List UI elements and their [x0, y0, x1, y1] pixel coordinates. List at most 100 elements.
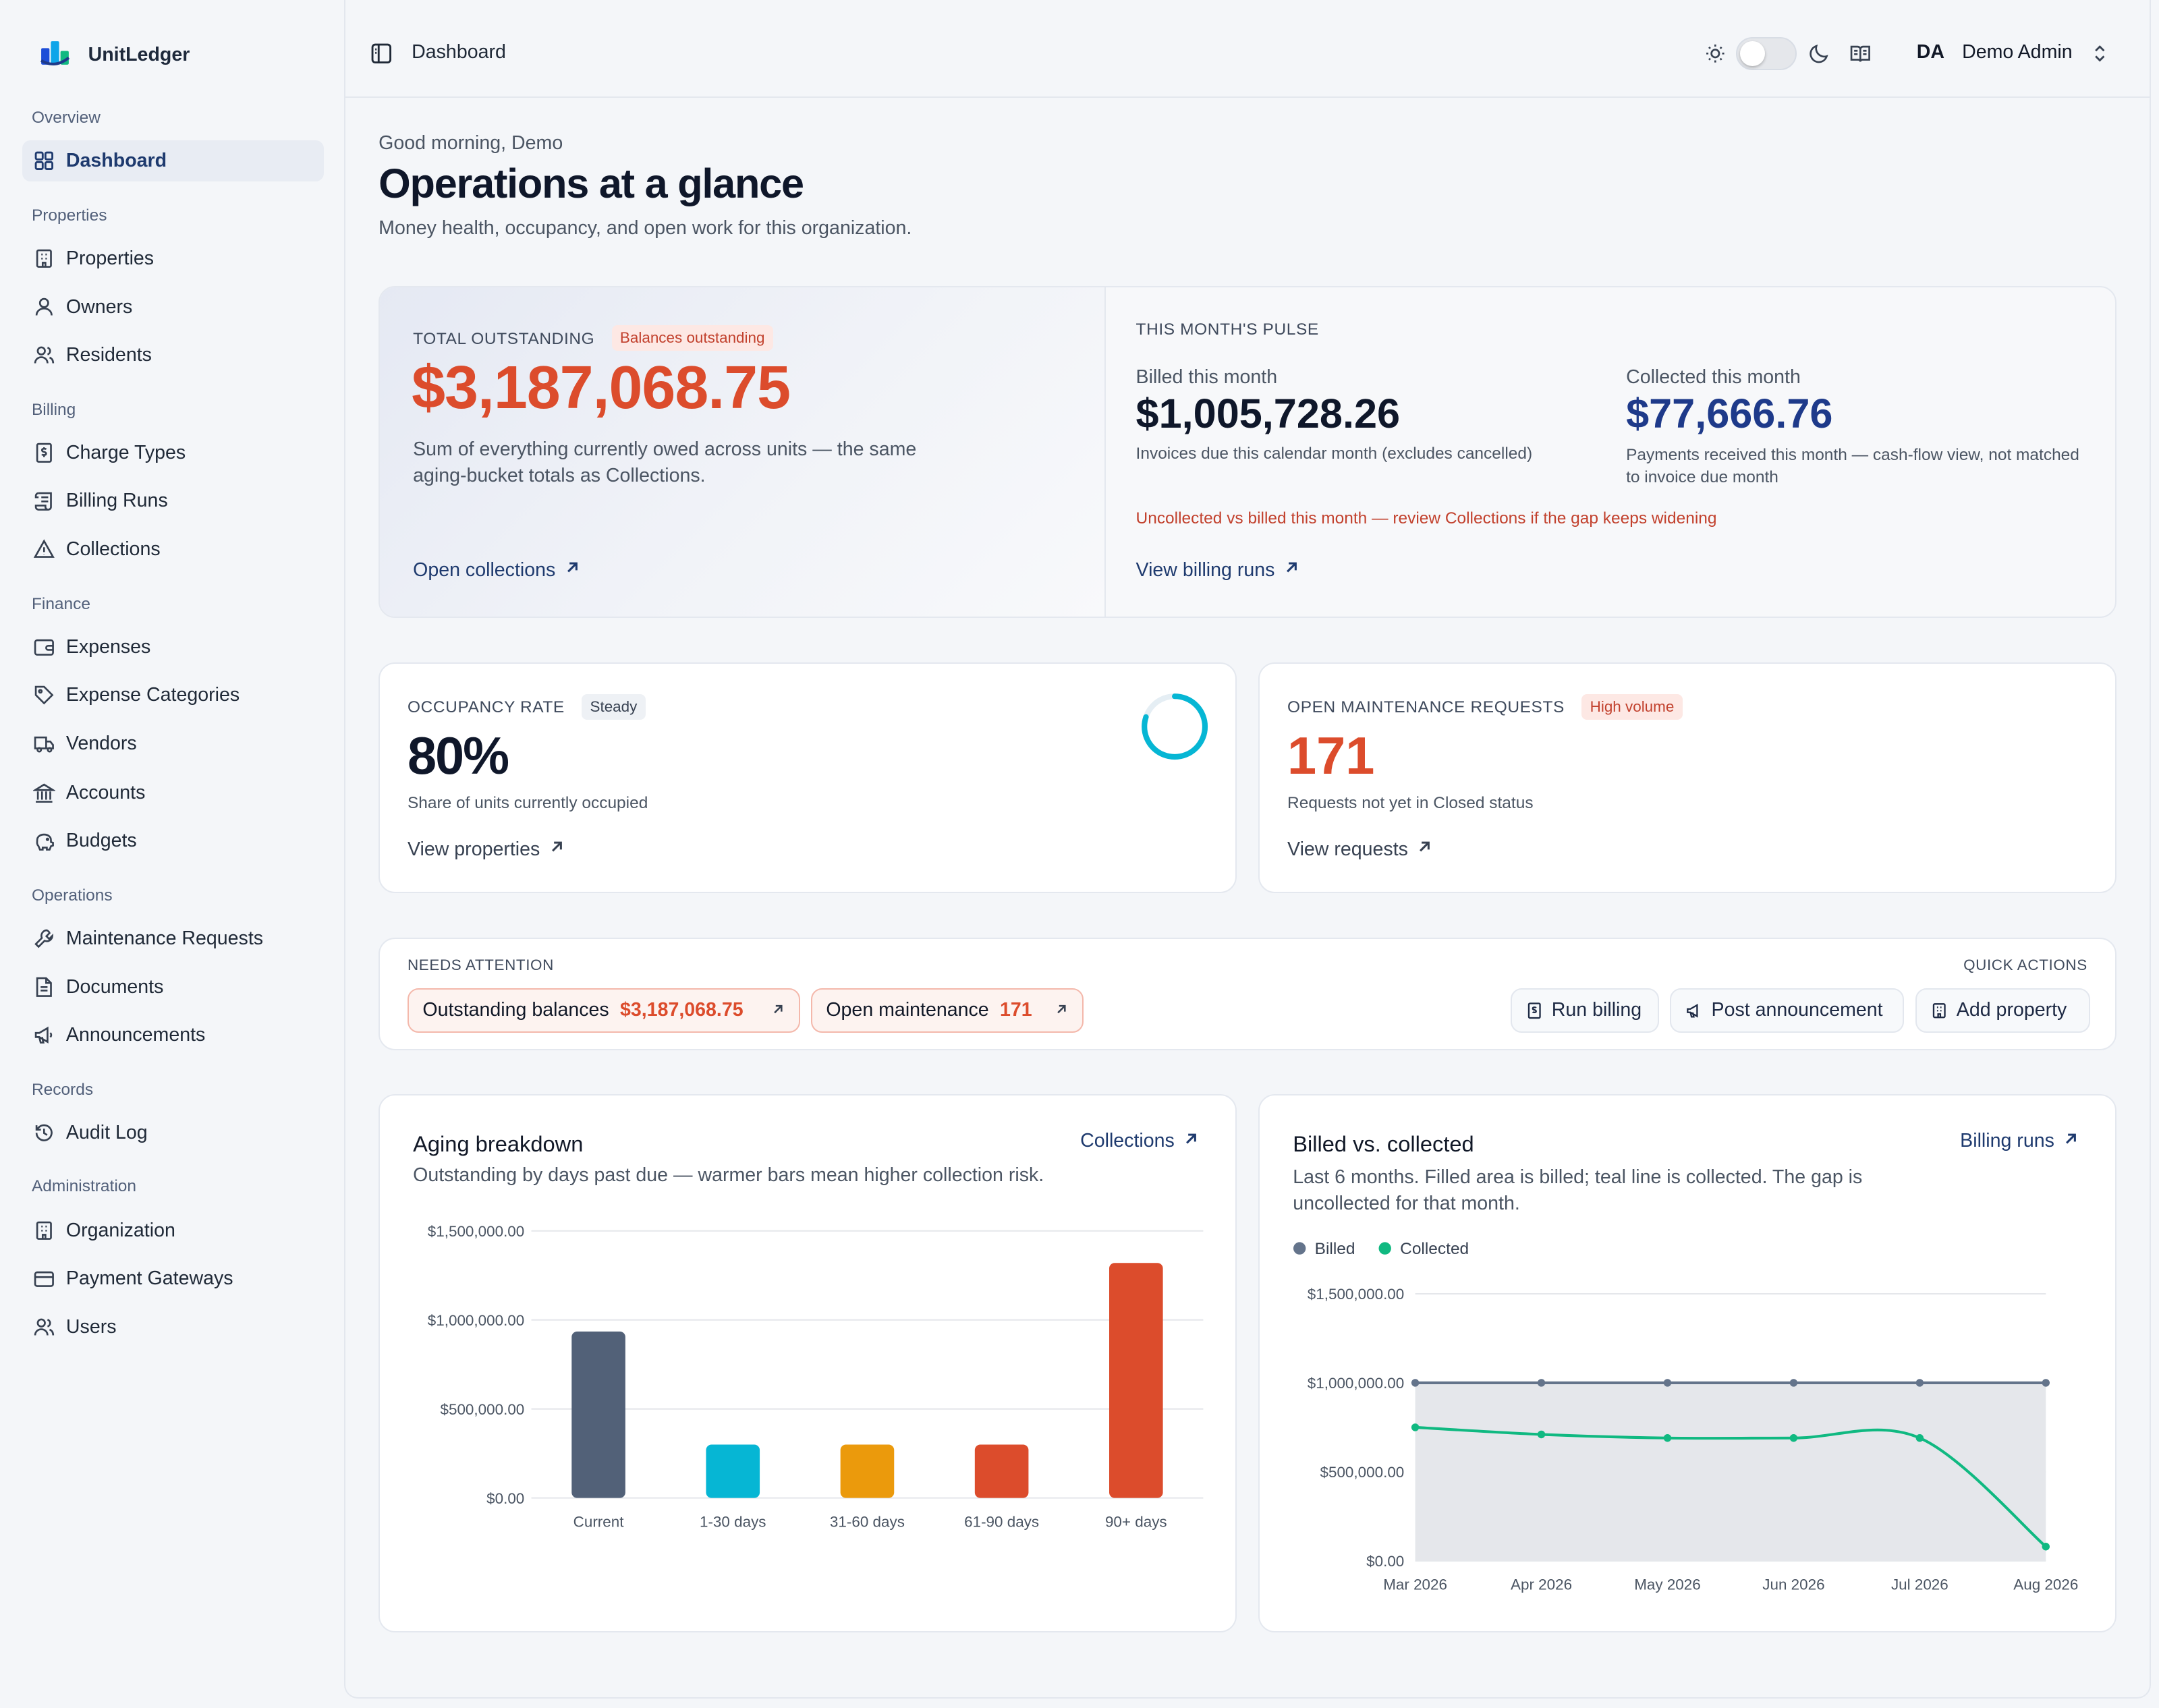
- aging-subtitle: Outstanding by days past due — warmer ba…: [413, 1164, 1044, 1187]
- link-label: Collections: [1080, 1130, 1175, 1152]
- view-properties-link[interactable]: View properties: [408, 838, 565, 861]
- sidebar-item-accounts[interactable]: Accounts: [22, 772, 324, 814]
- moon-icon: [1808, 42, 1830, 70]
- add-property-button[interactable]: Add property: [1915, 988, 2090, 1033]
- y-tick-label: $500,000.00: [441, 1401, 525, 1418]
- brand-name: UnitLedger: [88, 44, 190, 66]
- greeting: Good morning, Demo: [378, 132, 563, 154]
- chevron-up-down-icon[interactable]: [2090, 42, 2110, 70]
- user-icon: [33, 296, 55, 318]
- x-tick-label: 31-60 days: [830, 1513, 905, 1530]
- page-title: Dashboard: [412, 41, 506, 63]
- maintenance-value: 171: [1287, 727, 1375, 786]
- credit-card-icon: [33, 1268, 55, 1290]
- building-icon: [33, 1220, 55, 1242]
- topbar: Dashboard DA Demo Admin: [345, 0, 2150, 98]
- collected-label: Collected this month: [1626, 366, 1801, 388]
- status-badge: High volume: [1581, 693, 1683, 720]
- status-badge: Steady: [582, 693, 646, 720]
- brand[interactable]: UnitLedger: [38, 36, 190, 74]
- post-announcement-button[interactable]: Post announcement: [1670, 988, 1905, 1033]
- sidebar-item-announcements[interactable]: Announcements: [22, 1015, 324, 1056]
- link-label: View properties: [407, 838, 540, 860]
- collected-value: $77,666.76: [1626, 390, 1833, 436]
- outstanding-caption-row: TOTAL OUTSTANDING Balances outstanding: [413, 324, 773, 351]
- theme-toggle[interactable]: [1736, 37, 1797, 71]
- aging-title: Aging breakdown: [413, 1131, 584, 1157]
- sidebar-item-collections[interactable]: Collections: [22, 529, 324, 570]
- billed-point: [1789, 1379, 1798, 1387]
- sidebar-item-label: Expenses: [65, 635, 151, 658]
- sidebar-toggle-icon[interactable]: [370, 42, 393, 70]
- maintenance-caption: OPEN MAINTENANCE REQUESTS: [1287, 698, 1565, 717]
- sidebar-item-organization[interactable]: Organization: [22, 1210, 324, 1251]
- x-tick-label: 61-90 days: [964, 1513, 1039, 1530]
- bar: [1109, 1262, 1163, 1498]
- uncollected-warning: Uncollected vs billed this month — revie…: [1135, 509, 1717, 528]
- billing-runs-link[interactable]: Billing runs: [1960, 1130, 2079, 1152]
- y-tick-label: $1,500,000.00: [428, 1223, 525, 1240]
- open-collections-link[interactable]: Open collections: [413, 559, 580, 581]
- nav-group-overview: Overview: [31, 109, 101, 127]
- collected-point: [1789, 1434, 1798, 1442]
- sidebar-item-billing-runs[interactable]: Billing Runs: [22, 480, 324, 521]
- avatar[interactable]: DA: [1916, 41, 1944, 63]
- y-tick-label: $1,500,000.00: [1308, 1286, 1404, 1303]
- pill-label: Open maintenance: [826, 999, 989, 1021]
- sidebar-item-maintenance-requests[interactable]: Maintenance Requests: [22, 918, 324, 959]
- run-billing-button[interactable]: Run billing: [1510, 988, 1660, 1033]
- sidebar-item-dashboard[interactable]: Dashboard: [22, 140, 324, 182]
- sidebar-item-charge-types[interactable]: Charge Types: [22, 432, 324, 474]
- sidebar-item-vendors[interactable]: Vendors: [22, 722, 324, 764]
- tag-icon: [33, 684, 55, 706]
- book-icon[interactable]: [1849, 42, 1872, 70]
- link-label: View billing runs: [1135, 559, 1275, 581]
- status-badge: Balances outstanding: [611, 324, 773, 351]
- pill-value: 171: [1000, 999, 1032, 1021]
- sidebar-item-users[interactable]: Users: [22, 1307, 324, 1348]
- sidebar-item-owners[interactable]: Owners: [22, 286, 324, 327]
- logo-icon: [38, 36, 72, 74]
- sidebar-item-properties[interactable]: Properties: [22, 238, 324, 279]
- sidebar-item-residents[interactable]: Residents: [22, 335, 324, 376]
- sidebar-item-label: Maintenance Requests: [65, 928, 264, 950]
- building-icon: [1930, 1002, 1948, 1020]
- view-requests-link[interactable]: View requests: [1287, 838, 1433, 861]
- collected-point: [1411, 1423, 1420, 1431]
- collected-line: [1415, 1426, 2047, 1548]
- billed-vs-collected-chart: Billed Collected $0.00 $500,000.00 $1,000,00…: [1293, 1240, 2079, 1593]
- bar: [974, 1444, 1029, 1498]
- sidebar-item-label: Dashboard: [65, 150, 167, 172]
- occupancy-ring: [1141, 693, 1208, 760]
- sidebar-item-label: Expense Categories: [65, 684, 240, 706]
- y-tick-label: $500,000.00: [1320, 1464, 1405, 1481]
- arrow-up-right-icon: [2063, 1130, 2079, 1152]
- open-maintenance-pill[interactable]: Open maintenance 171: [810, 988, 1084, 1033]
- sidebar: UnitLedger Overview Dashboard Properties…: [0, 0, 345, 1707]
- sidebar-item-payment-gateways[interactable]: Payment Gateways: [22, 1258, 324, 1299]
- outstanding-balances-pill[interactable]: Outstanding balances $3,187,068.75: [407, 988, 800, 1033]
- x-tick-label: Jul 2026: [1891, 1576, 1948, 1593]
- outstanding-caption: TOTAL OUTSTANDING: [413, 329, 595, 348]
- occupancy-card: OCCUPANCY RATE Steady 80% Share of units…: [378, 662, 1237, 894]
- sidebar-item-budgets[interactable]: Budgets: [22, 820, 324, 861]
- alert-triangle-icon: [33, 538, 55, 561]
- user-name[interactable]: Demo Admin: [1962, 41, 2073, 63]
- sidebar-item-expenses[interactable]: Expenses: [22, 627, 324, 668]
- sidebar-item-label: Announcements: [65, 1024, 206, 1046]
- nav-group-billing: Billing: [31, 400, 76, 419]
- view-billing-runs-link[interactable]: View billing runs: [1136, 559, 1300, 581]
- chart-legend: Billed Collected: [1293, 1240, 1469, 1258]
- sidebar-item-documents[interactable]: Documents: [22, 967, 324, 1008]
- main-content: Dashboard DA Demo Admin Good morning, De…: [344, 0, 2151, 1699]
- sidebar-item-expense-categories[interactable]: Expense Categories: [22, 675, 324, 716]
- billed-note: Invoices due this calendar month (exclud…: [1135, 445, 1533, 463]
- scroll-icon: [33, 490, 55, 513]
- billed-point: [1915, 1379, 1924, 1387]
- attention-card: NEEDS ATTENTION Outstanding balances $3,…: [378, 937, 2116, 1051]
- building-icon: [33, 248, 55, 270]
- receipt-dollar-icon: [33, 442, 55, 464]
- billed-vs-title: Billed vs. collected: [1293, 1131, 1474, 1157]
- sidebar-item-audit-log[interactable]: Audit Log: [22, 1112, 324, 1154]
- collections-link[interactable]: Collections: [1080, 1130, 1199, 1152]
